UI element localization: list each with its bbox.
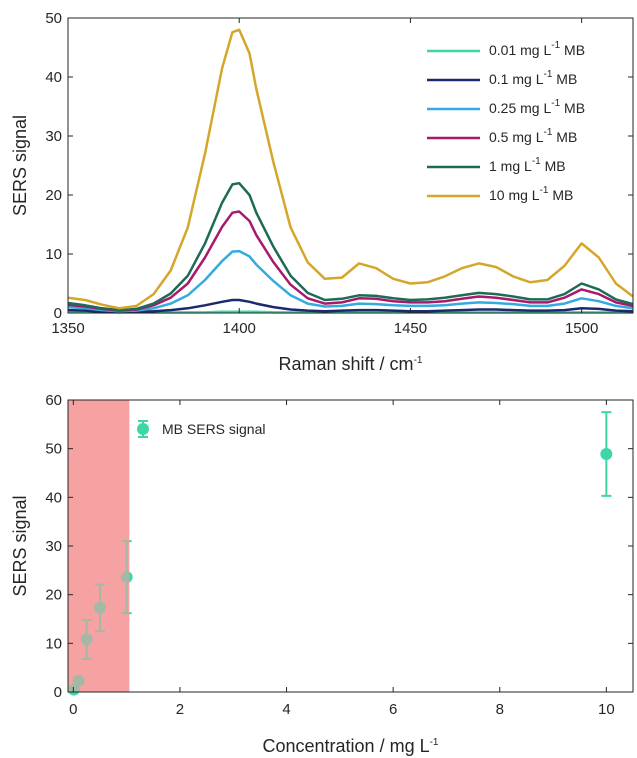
y2-tick-label-6: 60 xyxy=(45,392,62,409)
x2-tick-label-3: 6 xyxy=(389,701,397,718)
x-axis-label-1: Raman shift / cm-1 xyxy=(279,354,423,374)
series-line-2 xyxy=(67,249,634,313)
legend-label-4: 1 mg L-1 MB xyxy=(489,156,566,174)
series-line-3 xyxy=(67,210,634,312)
legend-label-4-main: 1 mg L xyxy=(489,158,532,174)
legend-1: 0.01 mg L-1 MB0.1 mg L-1 MB0.25 mg L-1 M… xyxy=(427,40,585,203)
legend-label-0: 0.01 mg L-1 MB xyxy=(489,40,585,58)
legend-label-2-suffix: MB xyxy=(560,100,585,116)
legend-2-marker xyxy=(137,423,149,435)
legend-label-2-main: 0.25 mg L xyxy=(489,100,551,116)
legend-label-3-main: 0.5 mg L xyxy=(489,129,544,145)
legend-label-5-suffix: MB xyxy=(549,187,574,203)
series-line-1 xyxy=(67,298,634,314)
x-tick-label-2: 1450 xyxy=(394,320,427,337)
x-tick-label-0: 1350 xyxy=(51,320,84,337)
legend-label-1-sup: -1 xyxy=(543,69,552,80)
y2-tick-label-0: 0 xyxy=(54,684,62,701)
shaded-region-overlay xyxy=(68,400,130,692)
y2-tick-label-4: 40 xyxy=(45,489,62,506)
data-point-5 xyxy=(600,448,613,461)
x-axis-label-1-main: Raman shift / cm xyxy=(279,354,414,374)
series-line-4 xyxy=(67,181,634,312)
legend-label-3: 0.5 mg L-1 MB xyxy=(489,127,577,145)
legend-label-5: 10 mg L-1 MB xyxy=(489,185,573,203)
x2-tick-label-2: 4 xyxy=(282,701,290,718)
legend-label-0-suffix: MB xyxy=(560,42,585,58)
y-tick-label-4: 40 xyxy=(45,69,62,86)
y-tick-label-2: 20 xyxy=(45,187,62,204)
y-axis-label-2: SERS signal xyxy=(10,495,30,596)
x2-tick-label-1: 2 xyxy=(176,701,184,718)
legend-label-3-sup: -1 xyxy=(543,127,552,138)
x2-tick-label-4: 8 xyxy=(496,701,504,718)
y2-tick-label-5: 50 xyxy=(45,441,62,458)
legend-label-5-sup: -1 xyxy=(540,185,549,196)
spectra-chart: 1350 1400 1450 1500 0 10 20 30 40 50 Raman shift /… xyxy=(10,10,634,374)
series-line-5 xyxy=(67,28,634,310)
y2-tick-label-1: 10 xyxy=(45,635,62,652)
legend-label-2: 0.25 mg L-1 MB xyxy=(489,98,585,116)
legend-label-0-main: 0.01 mg L xyxy=(489,42,551,58)
concentration-chart: 0 2 4 6 8 10 0 10 20 30 40 50 60 Concentration / mg L… xyxy=(10,392,634,756)
y-tick-label-3: 30 xyxy=(45,128,62,145)
x-axis-label-2: Concentration / mg L-1 xyxy=(263,736,439,756)
x-axis-label-2-sup: -1 xyxy=(430,737,439,748)
y-tick-label-5: 50 xyxy=(45,10,62,27)
axes-box-1 xyxy=(67,17,634,314)
legend-label-3-suffix: MB xyxy=(552,129,577,145)
y-axis-label-1: SERS signal xyxy=(10,115,30,216)
legend-label-0-sup: -1 xyxy=(551,40,560,51)
legend-label-1: 0.1 mg L-1 MB xyxy=(489,69,577,87)
y-tick-label-0: 0 xyxy=(54,305,62,322)
legend-label-4-sup: -1 xyxy=(532,156,541,167)
legend-label-2-sup: -1 xyxy=(551,98,560,109)
plot-area-1 xyxy=(68,18,633,313)
series-line-0 xyxy=(68,310,633,314)
x-axis-label-2-main: Concentration / mg L xyxy=(263,736,430,756)
x-axis-label-1-sup: -1 xyxy=(414,355,423,366)
x-tick-label-1: 1400 xyxy=(223,320,256,337)
legend-label-1-suffix: MB xyxy=(552,71,577,87)
x2-tick-label-0: 0 xyxy=(69,701,77,718)
plot-area-2 xyxy=(68,400,633,692)
y-tick-label-1: 10 xyxy=(45,246,62,263)
legend-label-1-main: 0.1 mg L xyxy=(489,71,544,87)
x2-tick-label-5: 10 xyxy=(598,701,615,718)
x-tick-label-3: 1500 xyxy=(565,320,598,337)
legend-2-label: MB SERS signal xyxy=(162,421,265,437)
y2-tick-label-2: 20 xyxy=(45,587,62,604)
legend-2: MB SERS signal xyxy=(137,420,265,438)
y2-tick-label-3: 30 xyxy=(45,538,62,555)
legend-label-4-suffix: MB xyxy=(541,158,566,174)
legend-label-5-main: 10 mg L xyxy=(489,187,540,203)
